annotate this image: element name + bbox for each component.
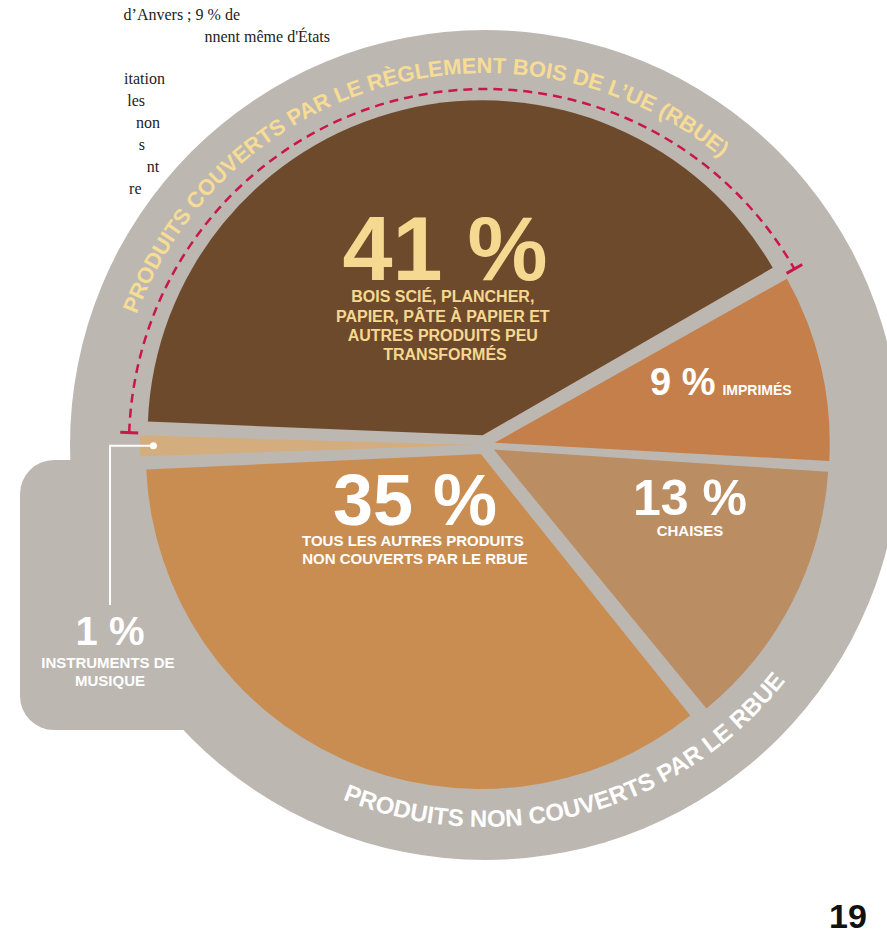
page-text-line: itation: [124, 70, 165, 87]
slice-group: [495, 279, 830, 461]
background-disc: [70, 30, 887, 860]
text-line: TOUS LES AUTRES PRODUITS: [302, 532, 528, 549]
pie: [140, 100, 830, 789]
page-text-line: re: [129, 180, 141, 197]
slice-group: [146, 454, 690, 789]
page-text-line: d’Anvers ; 9 % de: [124, 6, 240, 23]
annotation: PRODUITS NON COUVERTS PAR LE RBUE: [341, 667, 790, 832]
text-line: NON COUVERTS PAR LE RBUE: [302, 550, 528, 567]
data-label: 41 %: [342, 199, 547, 299]
text-line: BOIS SCIÉ, PLANCHER,: [351, 287, 539, 305]
category-label: BOIS SCIÉ, PLANCHER, PAPIER, PÂTE À PAPI…: [336, 287, 554, 363]
data-label: 13 %: [633, 470, 747, 526]
annotation-path: PRODUITS COUVERTS PAR LE RÈGLEMENT BOIS …: [118, 53, 734, 316]
pie-slice: [146, 454, 690, 789]
data-label: 9 %: [650, 361, 715, 403]
text-line: AUTRES PRODUITS PEU: [348, 327, 543, 344]
page-text-line: les: [127, 92, 145, 109]
page-text-line: s: [139, 136, 145, 153]
data-labels: 41 %BOIS SCIÉ, PLANCHER, PAPIER, PÂTE À …: [41, 199, 791, 689]
pie-slice: [495, 279, 830, 461]
page-text-line: nnent même d'États: [204, 27, 330, 45]
annotation-path: PRODUITS NON COUVERTS PAR LE RBUE: [341, 667, 790, 832]
leader-dot: [150, 442, 157, 449]
page-text-line: non: [136, 114, 160, 131]
pie-slice: [140, 435, 475, 456]
text-line: MUSIQUE: [75, 672, 145, 689]
bracket-end: [120, 431, 138, 435]
infographic: d’Anvers ; 9 % de nnent même d'États itati…: [0, 0, 887, 946]
category-label: INSTRUMENTS DE MUSIQUE: [41, 654, 179, 689]
text-line: CHAISES: [657, 522, 724, 539]
category-label: TOUS LES AUTRES PRODUITS NON COUVERTS PA…: [302, 532, 528, 567]
text-line: INSTRUMENTS DE: [41, 654, 179, 671]
data-label: 35 %: [333, 460, 497, 540]
text-line: TRANSFORMÉS: [383, 345, 507, 363]
annotation: PRODUITS COUVERTS PAR LE RÈGLEMENT BOIS …: [118, 53, 734, 316]
page-text-line: nt: [147, 158, 160, 175]
slice-group: [140, 435, 475, 456]
category-label: CHAISES: [657, 522, 724, 539]
page-number: 19: [829, 897, 867, 935]
bracket-end: [787, 264, 803, 273]
data-label: 1 %: [76, 609, 145, 653]
category-label: IMPRIMÉS: [722, 382, 791, 398]
text-line: PAPIER, PÂTE À PAPIER ET: [336, 307, 554, 325]
leader-line: [110, 446, 153, 605]
